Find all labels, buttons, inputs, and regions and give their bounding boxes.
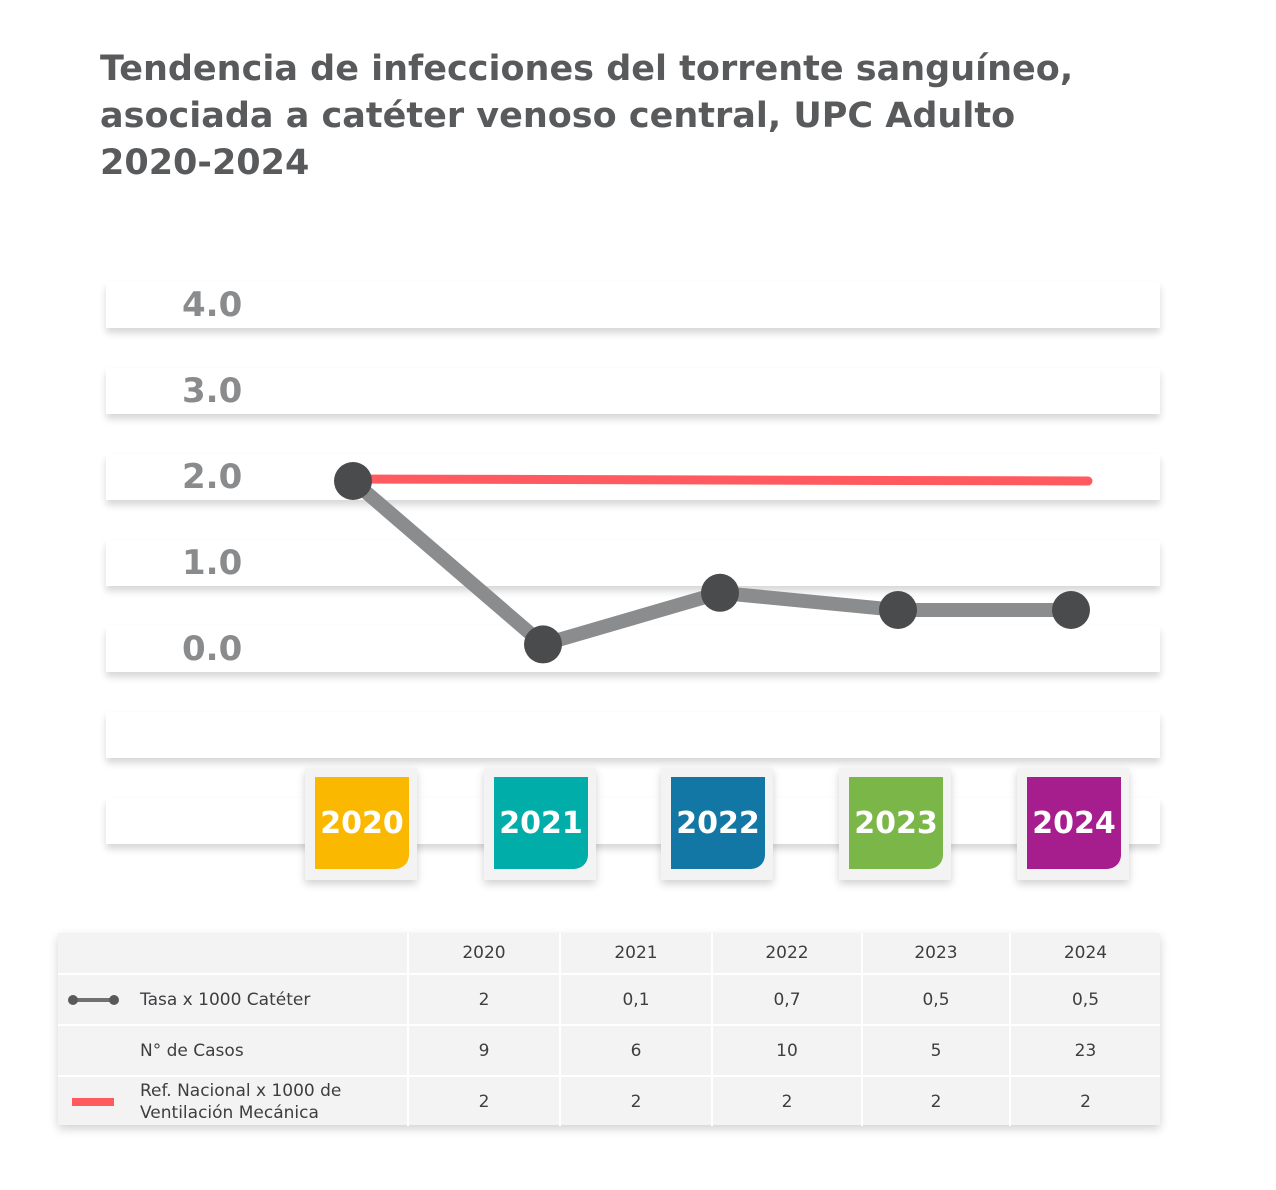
table-header-year: 2022 <box>711 933 862 974</box>
y-tick-label: 4.0 <box>182 285 243 325</box>
table-cell: 0,5 <box>1009 973 1160 1025</box>
grid-band <box>106 712 1160 758</box>
chart-title-line3: 2020-2024 <box>100 143 310 183</box>
year-badge-card: 2022 <box>661 768 773 880</box>
table-cell: 2 <box>407 1075 560 1126</box>
table-cell: 23 <box>1009 1024 1160 1076</box>
y-tick-label: 1.0 <box>182 543 243 583</box>
legend-label-tasa: Tasa x 1000 Catéter <box>140 989 311 1010</box>
table-cell: 9 <box>407 1024 560 1076</box>
chart-title-line1: Tendencia de infecciones del torrente sa… <box>100 49 1074 89</box>
table-cell: 2 <box>711 1075 862 1126</box>
table-cell: 10 <box>711 1024 862 1076</box>
y-tick-label: 2.0 <box>182 457 243 497</box>
year-badge-card: 2023 <box>839 768 951 880</box>
table-header-year: 2020 <box>407 933 560 974</box>
table-row-label: N° de Casos <box>58 1024 408 1076</box>
table-cell: 0,7 <box>711 973 862 1025</box>
data-point-2023 <box>879 591 917 629</box>
table-cell: 2 <box>861 1075 1010 1126</box>
chart-title: Tendencia de infecciones del torrente sa… <box>100 46 1100 187</box>
grid-band <box>106 798 1160 844</box>
row-label-casos: N° de Casos <box>140 1040 244 1061</box>
x-tick-label-2020: 2020 <box>315 777 409 869</box>
legend-label-ref-line2: Ventilación Mecánica <box>140 1102 319 1123</box>
table-header-year: 2021 <box>559 933 712 974</box>
legend-dot-icon <box>109 994 119 1005</box>
table-cell: 0,5 <box>861 973 1010 1025</box>
data-point-2022 <box>701 573 739 612</box>
data-point-2021 <box>524 625 562 664</box>
legend-dot-icon <box>68 994 78 1005</box>
x-tick-label-2021: 2021 <box>494 777 588 869</box>
grid-band <box>106 540 1160 586</box>
data-point-2020 <box>334 462 372 500</box>
table-row: Tasa x 1000 Catéter 2 0,1 0,7 0,5 0,5 <box>58 973 1160 1025</box>
table-header-blank <box>58 933 408 974</box>
x-tick-label-2023: 2023 <box>849 777 943 869</box>
legend-label-ref-line1: Ref. Nacional x 1000 de <box>140 1080 342 1101</box>
y-tick-label: 0.0 <box>182 629 243 669</box>
x-tick-label-2022: 2022 <box>671 777 765 869</box>
table-cell: 2 <box>559 1075 712 1126</box>
table-cell: 2 <box>407 973 560 1025</box>
x-tick-label-2024: 2024 <box>1027 777 1121 869</box>
chart-title-line2: asociada a catéter venoso central, UPC A… <box>100 96 1016 136</box>
grid-band <box>106 626 1160 672</box>
table-cell: 0,1 <box>559 973 712 1025</box>
series-line-tasa <box>348 475 1071 652</box>
year-badge-card: 2021 <box>484 768 596 880</box>
legend-line-marker-icon <box>72 997 114 1002</box>
grid-band <box>106 368 1160 414</box>
data-point-2024 <box>1052 591 1090 629</box>
table-row-label: Ref. Nacional x 1000 de Ventilación Mecá… <box>58 1075 408 1126</box>
table-cell: 2 <box>1009 1075 1160 1126</box>
table-row: Ref. Nacional x 1000 de Ventilación Mecá… <box>58 1075 1160 1126</box>
grid-band <box>106 282 1160 328</box>
series-line-reference <box>348 474 1093 486</box>
table-cell: 5 <box>861 1024 1010 1076</box>
table-header-year: 2024 <box>1009 933 1160 974</box>
year-badge-card: 2020 <box>305 768 417 880</box>
legend-red-line-icon <box>72 1097 114 1106</box>
year-badge-card: 2024 <box>1017 768 1129 880</box>
table-cell: 6 <box>559 1024 712 1076</box>
table-row: N° de Casos 9 6 10 5 23 <box>58 1024 1160 1076</box>
y-tick-label: 3.0 <box>182 371 243 411</box>
table-row-label: Tasa x 1000 Catéter <box>58 973 408 1025</box>
data-table: 2020 2021 2022 2023 2024 Tasa x 1000 Cat… <box>58 933 1160 1126</box>
line-chart <box>334 462 1093 664</box>
table-header-year: 2023 <box>861 933 1010 974</box>
